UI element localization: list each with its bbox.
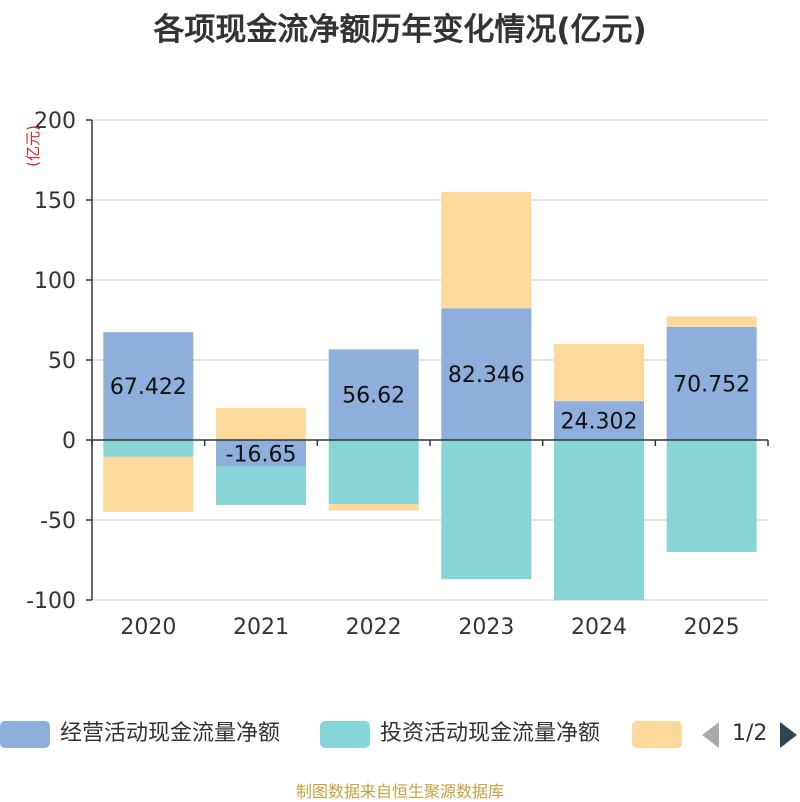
source-note: 制图数据来自恒生聚源数据库 (295, 782, 504, 801)
bar-2023-series-1 (441, 440, 532, 580)
bar-2024-series-0 (554, 401, 644, 440)
bar-2020-series-2 (103, 456, 194, 512)
pager-text: 1/2 (732, 721, 768, 746)
bar-2021-series-1 (216, 466, 306, 506)
legend-swatch-investing (320, 721, 370, 748)
bar-2022-series-1 (328, 440, 419, 504)
bar-2025-series-2 (666, 316, 757, 327)
x-tick-label: 2020 (120, 615, 176, 640)
bar-2024-series-1 (554, 440, 644, 600)
bar-2020-series-1 (103, 440, 194, 457)
bar-2021-series-2 (216, 408, 306, 440)
bar-2023-series-2 (441, 191, 532, 309)
y-tick-label: 100 (34, 269, 76, 294)
bar-2022-series-0 (328, 349, 419, 440)
legend-label-operating: 经营活动现金流量净额 (60, 721, 281, 746)
y-tick-label: 150 (34, 189, 76, 214)
x-tick-label: 2025 (684, 615, 740, 640)
legend-swatch-operating (0, 721, 50, 748)
data-label: 70.752 (673, 372, 750, 397)
data-label: 24.302 (561, 410, 638, 435)
x-tick-label: 2021 (233, 615, 289, 640)
y-tick-label: 200 (34, 109, 76, 134)
chart-title: 各项现金流净额历年变化情况(亿元) (153, 12, 647, 48)
legend-label-investing: 投资活动现金流量净额 (380, 721, 601, 746)
bar-2025-series-0 (666, 326, 757, 440)
y-tick-label: 50 (48, 349, 76, 374)
bar-2023-series-0 (441, 308, 532, 440)
bar-2020-series-0 (103, 332, 194, 440)
chart-plot: 200 150 100 50 0 -50 -100 (亿元) 2020 2021 2022 2023 2… (24, 109, 769, 640)
y-tick-label: -50 (40, 509, 76, 534)
data-label: 82.346 (448, 363, 525, 388)
y-tick-label: -100 (26, 589, 76, 614)
legend-swatch-third (632, 721, 682, 748)
x-tick-label: 2023 (458, 615, 514, 640)
bar-2022-series-2 (328, 504, 419, 511)
data-label: 67.422 (110, 375, 187, 400)
pager-next-icon[interactable] (780, 722, 797, 748)
y-unit-label: (亿元) (24, 125, 42, 167)
bar-2021-series-0 (216, 440, 306, 467)
pager-prev-icon[interactable] (702, 722, 719, 748)
bar-2025-series-1 (666, 440, 757, 552)
x-tick-label: 2024 (571, 615, 627, 640)
y-tick-label: 0 (62, 429, 76, 454)
x-tick-label: 2022 (346, 615, 402, 640)
data-label: -16.65 (226, 442, 297, 467)
bar-2024-series-2 (554, 343, 644, 402)
data-label: 56.62 (342, 384, 405, 409)
legend-pager: 1/2 (700, 718, 800, 750)
